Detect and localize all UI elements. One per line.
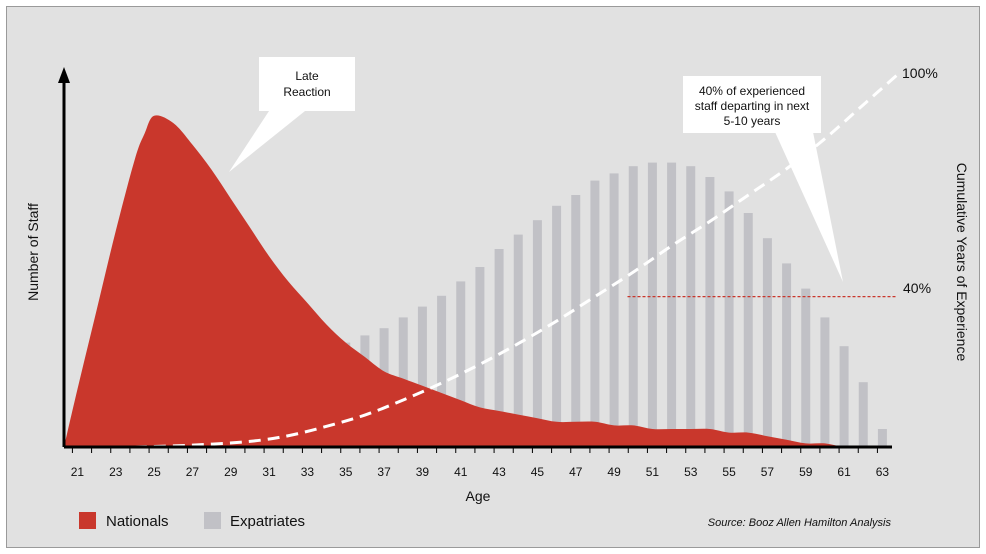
expat-bar-age-44 [513,234,523,447]
late-reaction-line-1: Late [295,69,319,83]
expat-bar-age-61 [839,346,849,447]
legend-swatch-nationals [79,512,96,529]
expat-bar-age-60 [820,317,830,447]
expat-bar-age-39 [417,306,427,447]
x-tick-label-35: 35 [339,465,353,479]
expat-bar-age-58 [782,263,792,447]
x-tick-label-37: 37 [377,465,391,479]
expat-bar-age-56 [743,213,753,447]
departing-line-3: 5-10 years [724,114,781,128]
expat-bar-age-40 [437,295,447,447]
legend-label-nationals: Nationals [106,513,169,530]
x-tick-label-21: 21 [71,465,85,479]
expat-bar-age-59 [801,288,811,447]
x-tick-labels: 21 23 25 27 29 31 33 35 37 39 41 43 45 47 49 51 53 55 57 59… [71,465,890,479]
x-tick-label-53: 53 [684,465,698,479]
expat-bar-age-52 [667,162,677,447]
legend-swatch-expatriates [204,512,221,529]
expat-bar-age-51 [647,162,657,447]
expat-bar-age-63 [877,429,887,447]
expat-bar-age-54 [705,177,715,447]
expat-bar-age-50 [628,166,638,447]
chart: 21 23 25 27 29 31 33 35 37 39 41 43 45 47 49 51 53 55 57 59… [25,57,970,530]
expat-bar-age-62 [858,382,868,447]
expat-bar-age-43 [494,249,504,447]
cumulative-experience-line [134,69,903,449]
x-tick-label-27: 27 [186,465,200,479]
expat-bar-age-47 [571,195,581,447]
x-tick-label-25: 25 [147,465,161,479]
x-tick-label-61: 61 [837,465,851,479]
source-note: Source: Booz Allen Hamilton Analysis [708,517,892,529]
x-tick-label-23: 23 [109,465,123,479]
expat-bar-age-48 [590,180,600,447]
departing-line-2: staff departing in next [695,99,810,113]
chart-frame: 21 23 25 27 29 31 33 35 37 39 41 43 45 47 49 51 53 55 57 59… [6,6,980,548]
x-tick-label-49: 49 [607,465,621,479]
departing-line-1: 40% of experienced [699,84,805,98]
expat-bar-age-41 [456,281,466,447]
right-axis-max-label: 100% [902,65,938,81]
x-tick-label-45: 45 [531,465,545,479]
x-tick-label-29: 29 [224,465,238,479]
late-reaction-callout: Late Reaction [229,57,355,172]
expat-bar-age-57 [762,238,772,447]
x-tick-label-39: 39 [416,465,430,479]
legend-label-expatriates: Expatriates [230,513,305,530]
x-tick-label-33: 33 [301,465,315,479]
x-tick-label-41: 41 [454,465,468,479]
x-tick-label-51: 51 [646,465,660,479]
nationals-area [64,115,864,447]
y-axis-arrow [58,67,70,83]
x-tick-label-55: 55 [722,465,736,479]
x-tick-marks [71,447,878,453]
expat-bar-age-55 [724,191,734,447]
legend: Nationals Expatriates [79,512,305,530]
expat-bar-age-49 [609,173,619,447]
x-tick-label-59: 59 [799,465,813,479]
x-tick-label-43: 43 [492,465,506,479]
right-axis-title: Cumulative Years of Experience [954,163,970,362]
expat-bar-age-46 [552,205,562,447]
x-axis-title: Age [466,488,491,504]
y-axis-title: Number of Staff [25,203,41,301]
x-tick-label-63: 63 [876,465,890,479]
x-tick-label-47: 47 [569,465,583,479]
x-tick-label-31: 31 [262,465,276,479]
departing-callout: 40% of experienced staff departing in ne… [683,76,843,282]
expat-bar-age-42 [475,267,485,447]
expat-bar-age-53 [686,166,696,447]
x-tick-label-57: 57 [761,465,775,479]
late-reaction-line-2: Reaction [283,85,330,99]
right-axis-mid-label: 40% [903,280,931,296]
